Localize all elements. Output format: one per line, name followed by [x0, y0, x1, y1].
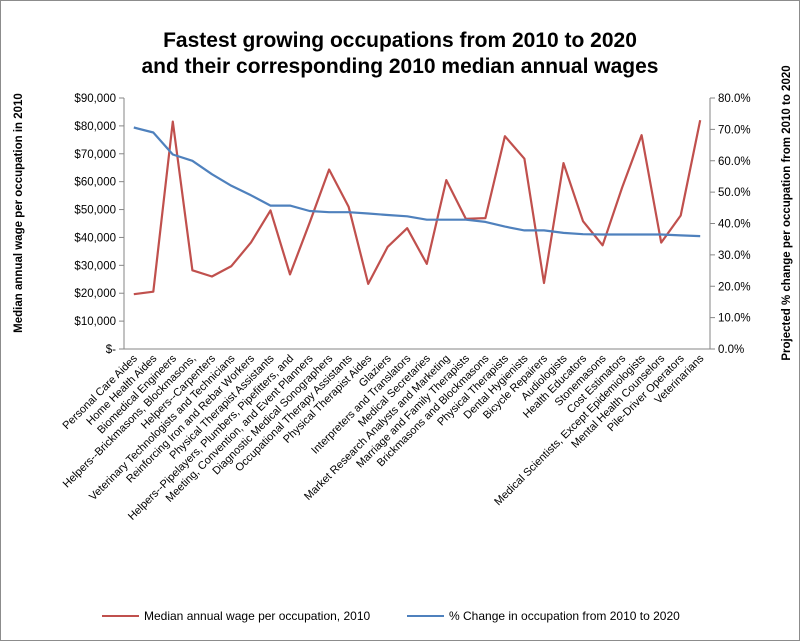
chart-title-line-1: Fastest growing occupations from 2010 to… [163, 29, 637, 52]
series-line-wage [133, 119, 702, 296]
y-left-tick-label: $70,000 [74, 149, 116, 161]
legend: Median annual wage per occupation, 2010 … [102, 609, 680, 623]
y-right-tick-label: 70.0% [718, 124, 751, 136]
y-left-tick-label: $- [106, 344, 116, 356]
y-left-tick-label: $10,000 [74, 316, 116, 328]
y-right-tick-label: 40.0% [718, 219, 751, 231]
y-right-tick-label: 0.0% [718, 344, 744, 356]
y-left-tick-label: $80,000 [74, 121, 116, 133]
y-axis-left-ticks: $90,000 $80,000 $70,000 $60,000 $50,000 $40,0… [74, 93, 124, 356]
series-line-change [133, 126, 701, 238]
chart-title-line-2: and their corresponding 2010 median annu… [142, 55, 659, 78]
legend-label-change: % Change in occupation from 2010 to 2020 [449, 609, 680, 623]
y-right-tick-label: 60.0% [718, 156, 751, 168]
legend-label-wage: Median annual wage per occupation, 2010 [144, 609, 370, 623]
y-right-tick-label: 30.0% [718, 250, 751, 262]
y-left-tick-label: $50,000 [74, 205, 116, 217]
y-left-tick-label: $40,000 [74, 232, 116, 244]
y-right-tick-label: 20.0% [718, 281, 751, 293]
y-axis-right-ticks: 80.0% 70.0% 60.0% 50.0% 40.0% 30.0% 20.0% 10.0%… [710, 93, 751, 356]
y-left-tick-label: $30,000 [74, 260, 116, 272]
y-axis-right-title: Projected % change per occupation from 2… [781, 65, 793, 360]
series-layer [133, 119, 702, 296]
y-left-tick-label: $90,000 [74, 93, 116, 105]
y-left-tick-label: $20,000 [74, 288, 116, 300]
y-left-tick-label: $60,000 [74, 177, 116, 189]
y-right-tick-label: 10.0% [718, 313, 751, 325]
y-right-tick-label: 80.0% [718, 93, 751, 105]
y-axis-left-title: Median annual wage per occupation in 201… [13, 93, 25, 333]
y-right-tick-label: 50.0% [718, 187, 751, 199]
